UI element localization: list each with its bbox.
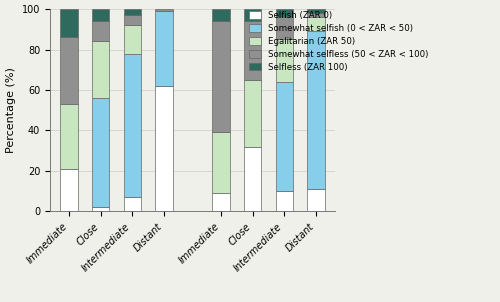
Bar bbox=[60, 9, 78, 37]
Bar bbox=[60, 104, 78, 169]
Bar bbox=[92, 207, 110, 211]
Bar bbox=[124, 9, 141, 15]
Bar bbox=[276, 191, 293, 211]
Bar bbox=[308, 9, 324, 13]
Bar bbox=[212, 193, 230, 211]
Bar bbox=[308, 17, 324, 31]
Bar bbox=[276, 40, 293, 82]
Bar bbox=[308, 189, 324, 211]
Bar bbox=[276, 17, 293, 40]
Bar bbox=[308, 31, 324, 189]
Bar bbox=[156, 11, 172, 86]
Bar bbox=[124, 25, 141, 53]
Bar bbox=[92, 98, 110, 207]
Bar bbox=[244, 9, 262, 21]
Bar bbox=[244, 80, 262, 147]
Bar bbox=[212, 9, 230, 21]
Bar bbox=[92, 41, 110, 98]
Bar bbox=[124, 197, 141, 211]
Y-axis label: Percentage (%): Percentage (%) bbox=[6, 67, 16, 153]
Bar bbox=[244, 21, 262, 80]
Legend: Selfish (ZAR 0), Somewhat selfish (0 < ZAR < 50), Egalitarian (ZAR 50), Somewhat: Selfish (ZAR 0), Somewhat selfish (0 < Z… bbox=[247, 9, 430, 73]
Bar bbox=[92, 21, 110, 41]
Bar bbox=[92, 9, 110, 21]
Bar bbox=[212, 133, 230, 193]
Bar bbox=[124, 15, 141, 25]
Bar bbox=[60, 169, 78, 211]
Bar bbox=[156, 9, 172, 11]
Bar bbox=[60, 37, 78, 104]
Bar bbox=[156, 86, 172, 211]
Bar bbox=[244, 147, 262, 211]
Bar bbox=[276, 9, 293, 17]
Bar bbox=[212, 21, 230, 133]
Bar bbox=[276, 82, 293, 191]
Bar bbox=[308, 13, 324, 17]
Bar bbox=[124, 53, 141, 197]
